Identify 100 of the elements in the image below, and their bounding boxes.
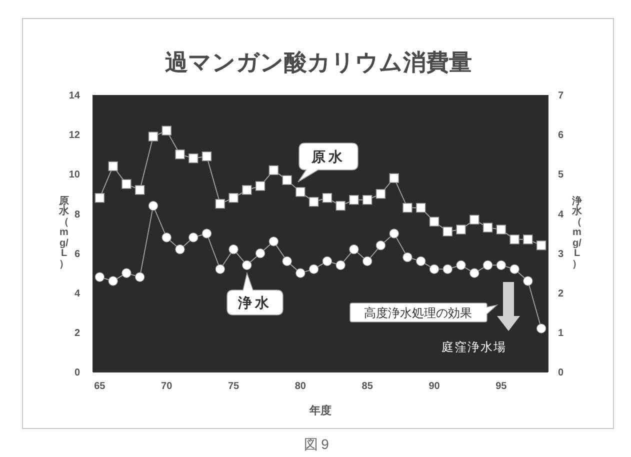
point bbox=[362, 194, 372, 205]
point bbox=[456, 260, 466, 270]
point bbox=[416, 256, 426, 266]
point bbox=[282, 175, 292, 185]
point bbox=[162, 232, 172, 242]
point bbox=[429, 216, 440, 227]
point bbox=[268, 165, 279, 176]
point bbox=[469, 268, 480, 278]
point bbox=[296, 187, 306, 197]
point bbox=[162, 126, 172, 136]
point bbox=[296, 268, 306, 278]
x-tick-label: 65 bbox=[94, 381, 106, 392]
point bbox=[175, 149, 185, 160]
annotation: 高度浄水処理の効果 bbox=[364, 306, 472, 320]
y-tick-label: 10 bbox=[68, 170, 80, 181]
y2-axis-title: 浄水（mg/L） bbox=[572, 196, 582, 270]
point bbox=[336, 260, 346, 270]
point bbox=[282, 256, 292, 266]
point bbox=[202, 151, 212, 162]
x-tick-label: 70 bbox=[161, 381, 173, 392]
point bbox=[349, 244, 359, 254]
point bbox=[510, 234, 520, 244]
chart-title: 過マンガン酸カリウム消費量 bbox=[165, 49, 472, 75]
point bbox=[536, 324, 546, 334]
point bbox=[308, 196, 319, 207]
point bbox=[416, 202, 426, 213]
point bbox=[496, 224, 506, 234]
point bbox=[482, 260, 493, 270]
point bbox=[134, 272, 145, 282]
y-tick-label: 4 bbox=[74, 288, 80, 300]
point bbox=[389, 173, 400, 183]
point bbox=[215, 264, 226, 274]
point bbox=[122, 268, 132, 278]
x-axis-title: 年度 bbox=[308, 404, 332, 417]
y2-tick-label: 0 bbox=[558, 368, 564, 379]
y2-tick-label: 5 bbox=[558, 170, 564, 181]
point bbox=[242, 185, 252, 195]
point bbox=[442, 226, 453, 236]
point bbox=[188, 153, 198, 164]
y-tick-label: 8 bbox=[74, 209, 80, 220]
point bbox=[442, 264, 453, 274]
point bbox=[255, 248, 266, 258]
x-tick-label: 85 bbox=[362, 381, 374, 392]
point bbox=[148, 200, 158, 211]
point bbox=[268, 236, 279, 246]
point bbox=[496, 260, 506, 270]
point bbox=[322, 256, 332, 266]
point bbox=[376, 240, 386, 250]
y-tick-label: 12 bbox=[68, 130, 80, 142]
series-label: 原水 bbox=[310, 148, 346, 164]
y-tick-label: 6 bbox=[74, 248, 80, 260]
y2-tick-label: 3 bbox=[558, 248, 564, 260]
point bbox=[108, 161, 118, 172]
point bbox=[510, 264, 520, 274]
point bbox=[94, 272, 105, 282]
y2-tick-label: 1 bbox=[558, 328, 564, 339]
point bbox=[349, 194, 359, 205]
y-tick-label: 14 bbox=[68, 90, 80, 102]
point bbox=[202, 228, 212, 238]
x-tick-label: 75 bbox=[228, 381, 240, 392]
point bbox=[402, 252, 412, 262]
point bbox=[148, 132, 158, 142]
x-tick-label: 90 bbox=[428, 381, 440, 392]
point bbox=[228, 192, 238, 203]
point bbox=[255, 181, 266, 191]
point bbox=[134, 185, 145, 195]
caption: 図9 bbox=[304, 436, 332, 452]
y2-tick-label: 4 bbox=[558, 209, 564, 220]
point bbox=[376, 189, 386, 199]
y2-tick-label: 2 bbox=[558, 288, 564, 300]
point bbox=[389, 228, 400, 238]
point bbox=[215, 198, 226, 209]
x-tick-label: 95 bbox=[496, 381, 508, 392]
y2-tick-label: 6 bbox=[558, 130, 564, 142]
series-label: 浄水 bbox=[237, 294, 272, 310]
point bbox=[456, 224, 466, 234]
y-axis-title: 原水（mg/L） bbox=[58, 196, 70, 270]
point bbox=[308, 264, 319, 274]
y-tick-label: 2 bbox=[74, 328, 80, 339]
x-tick-label: 80 bbox=[294, 381, 306, 392]
point bbox=[429, 264, 440, 274]
point bbox=[469, 214, 480, 225]
point bbox=[362, 256, 372, 266]
point bbox=[482, 222, 493, 232]
point bbox=[108, 276, 118, 286]
point bbox=[536, 240, 546, 250]
point bbox=[523, 276, 533, 286]
point bbox=[122, 179, 132, 189]
point bbox=[523, 234, 533, 244]
point bbox=[242, 260, 252, 270]
y2-tick-label: 7 bbox=[558, 90, 564, 102]
point bbox=[402, 202, 412, 213]
y-tick-label: 0 bbox=[74, 368, 80, 379]
point bbox=[228, 244, 238, 254]
annotation: 庭窪浄水場 bbox=[442, 340, 506, 354]
point bbox=[94, 192, 105, 203]
point bbox=[175, 244, 185, 254]
point bbox=[336, 200, 346, 211]
point bbox=[322, 192, 332, 203]
point bbox=[188, 232, 198, 242]
